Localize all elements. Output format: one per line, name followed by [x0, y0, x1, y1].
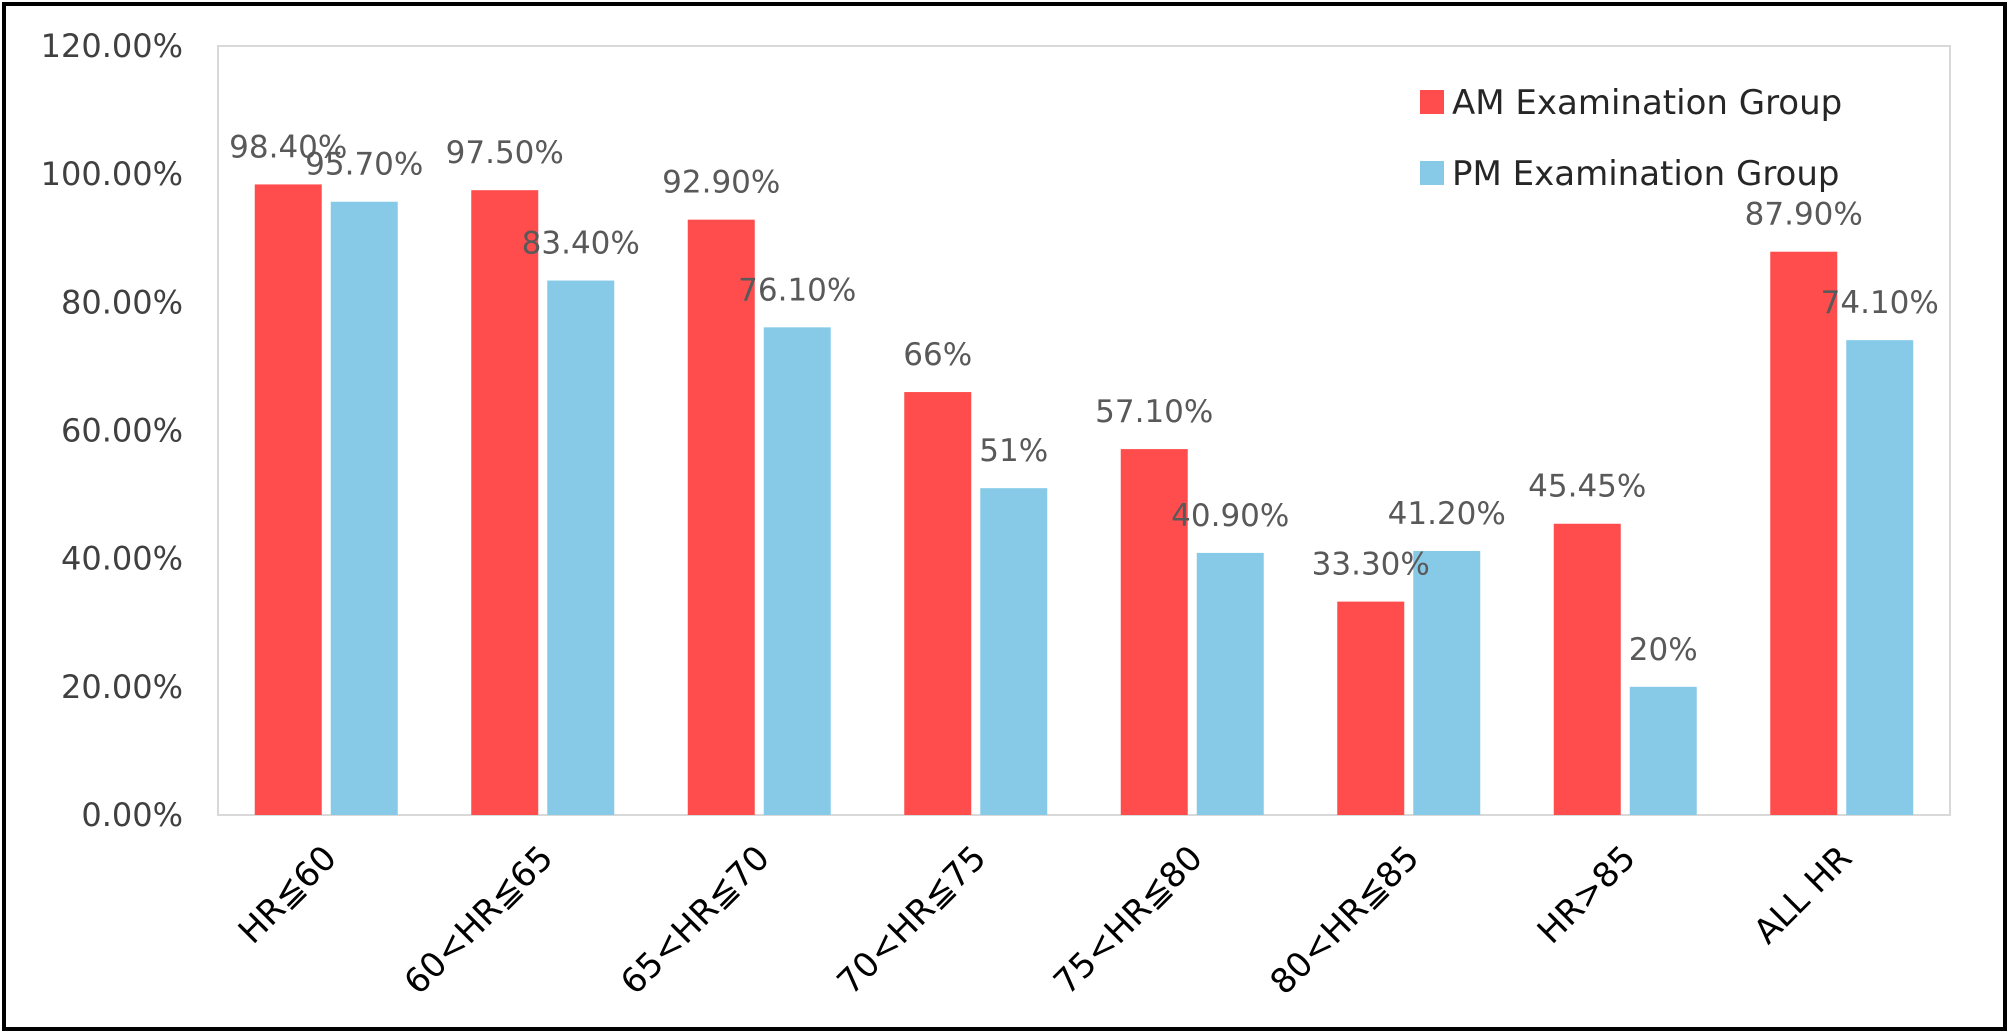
x-tick-label: HR≦60	[231, 838, 345, 952]
data-label: 92.90%	[662, 165, 780, 201]
y-tick-label: 60.00%	[61, 412, 183, 450]
y-tick-label: 0.00%	[81, 796, 183, 834]
data-label: 66%	[903, 337, 972, 373]
bar-am	[471, 190, 539, 815]
legend-swatch	[1420, 161, 1444, 185]
data-label: 20%	[1629, 632, 1698, 668]
legend: AM Examination Group PM Examination Group	[1420, 83, 1842, 194]
bar-am	[1337, 601, 1405, 815]
bar-pm	[1413, 550, 1481, 815]
data-label: 97.50%	[446, 135, 564, 171]
bar-pm	[1196, 552, 1264, 815]
y-tick-label: 120.00%	[41, 27, 183, 65]
bars	[254, 184, 1914, 816]
x-tick-label: 60<HR≦65	[397, 838, 562, 1003]
bar-pm	[1846, 340, 1914, 815]
bar-pm	[1629, 686, 1697, 815]
x-tick-label: HR>85	[1530, 838, 1644, 952]
bar-pm	[330, 201, 398, 815]
bar-pm	[763, 327, 831, 815]
data-label: 98.40%	[229, 129, 347, 165]
data-label: 40.90%	[1171, 498, 1289, 534]
y-tick-label: 20.00%	[61, 668, 183, 706]
data-labels: 98.40% 97.50% 92.90% 66% 57.10% 33.30% 45.45% 8…	[229, 129, 1939, 667]
legend-label: PM Examination Group	[1452, 154, 1839, 194]
data-label: 74.10%	[1821, 285, 1939, 321]
legend-swatch	[1420, 90, 1444, 114]
x-tick-label: 65<HR≦70	[613, 838, 778, 1003]
bar-pm	[547, 280, 615, 815]
data-label: 33.30%	[1312, 547, 1430, 583]
bar-am	[687, 219, 755, 815]
data-label: 57.10%	[1095, 394, 1213, 430]
data-label: 45.45%	[1528, 469, 1646, 505]
bar-pm	[980, 488, 1048, 815]
y-tick-label: 100.00%	[41, 155, 183, 193]
data-label: 95.70%	[305, 147, 423, 183]
data-label: 51%	[979, 433, 1048, 469]
bar-am	[254, 184, 322, 816]
x-tick-label: 75<HR≦80	[1046, 838, 1211, 1003]
data-label: 41.20%	[1388, 496, 1506, 532]
x-tick-label: ALL HR	[1746, 838, 1860, 952]
data-label: 76.10%	[738, 272, 856, 308]
legend-label: AM Examination Group	[1452, 83, 1842, 123]
bar-am	[1120, 449, 1188, 815]
bar-am	[1770, 251, 1838, 815]
x-axis-ticks: HR≦60 60<HR≦65 65<HR≦70 70<HR≦75 75<HR≦80 80<…	[231, 838, 1860, 1003]
bar-am	[904, 392, 972, 815]
x-tick-label: 80<HR≦85	[1263, 838, 1428, 1003]
x-tick-label: 70<HR≦75	[830, 838, 995, 1003]
y-tick-label: 80.00%	[61, 283, 183, 321]
data-label: 87.90%	[1745, 197, 1863, 233]
plot-area	[217, 45, 1951, 816]
data-label: 83.40%	[522, 226, 640, 262]
y-tick-label: 40.00%	[61, 540, 183, 578]
y-axis-ticks: 0.00% 20.00% 40.00% 60.00% 80.00% 100.00% 120.…	[41, 27, 183, 834]
bar-am	[1553, 523, 1621, 815]
